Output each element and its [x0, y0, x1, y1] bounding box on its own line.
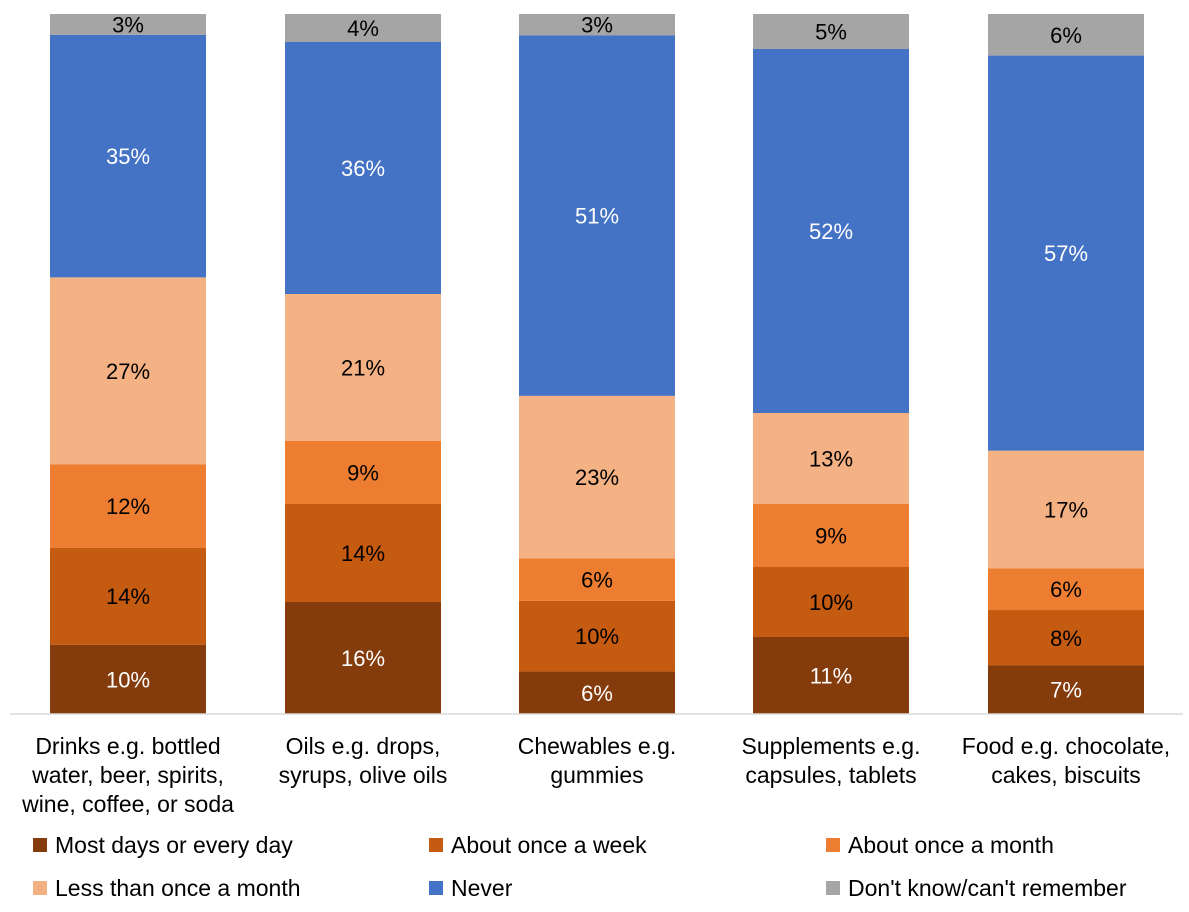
bar-stack-0: 10% 14% 12% 27% 35% 3% [50, 12, 206, 714]
bar-segment [519, 14, 675, 36]
category-labels: Drinks e.g. bottled water, beer, spirits,… [21, 733, 1170, 817]
data-label: 6% [581, 568, 613, 593]
data-label: 11% [810, 664, 852, 689]
bar-segment [285, 441, 441, 504]
category-label: Chewables e.g. gummies [518, 733, 677, 788]
data-label: 17% [1044, 498, 1088, 523]
legend-item: Less than once a month [33, 875, 301, 901]
data-label: 6% [1050, 23, 1082, 48]
bar-segment [753, 567, 909, 637]
data-label: 6% [581, 681, 613, 706]
legend-label: About once a month [848, 832, 1054, 858]
bar-segment [50, 14, 206, 35]
bar-stack-2: 6% 10% 6% 23% 51% 3% [519, 13, 675, 714]
data-label: 52% [809, 219, 853, 244]
legend: Most days or every day About once a week A… [33, 832, 1127, 901]
data-label: 5% [815, 20, 847, 45]
bar-segment [519, 671, 675, 714]
category-label: Oils e.g. drops, syrups, olive oils [279, 733, 448, 788]
legend-swatch [429, 881, 443, 895]
bar-segment [988, 610, 1144, 666]
data-label: 3% [581, 13, 613, 38]
legend-label: Never [451, 875, 513, 901]
bar-segment [50, 277, 206, 465]
bar-segment [50, 644, 206, 714]
legend-swatch [429, 838, 443, 852]
category-label: Supplements e.g. capsules, tablets [741, 733, 920, 788]
data-label: 3% [112, 12, 144, 37]
legend-item: About once a week [429, 832, 647, 858]
data-label: 9% [347, 461, 379, 486]
category-label: Food e.g. chocolate, cakes, biscuits [962, 733, 1170, 788]
bar-stack-3: 11% 10% 9% 13% 52% 5% [753, 14, 909, 714]
legend-item: Most days or every day [33, 832, 293, 858]
bar-segment [753, 637, 909, 714]
bar-segment [50, 34, 206, 278]
bar-segment [285, 504, 441, 602]
data-label: 35% [106, 144, 150, 169]
bar-segment [988, 55, 1144, 451]
data-label: 36% [341, 156, 385, 181]
bar-segment [519, 558, 675, 601]
data-label: 9% [815, 524, 847, 549]
data-label: 14% [341, 541, 385, 566]
data-label: 8% [1050, 626, 1082, 651]
legend-label: About once a week [451, 832, 647, 858]
legend-swatch [826, 838, 840, 852]
legend-label: Don't know/can't remember [848, 875, 1127, 901]
legend-label: Less than once a month [55, 875, 301, 901]
legend-swatch [826, 881, 840, 895]
category-label: Drinks e.g. bottled water, beer, spirits,… [21, 733, 234, 817]
bar-segment [285, 42, 441, 294]
data-label: 51% [575, 204, 619, 229]
legend-item: Don't know/can't remember [826, 875, 1127, 901]
bar-segment [753, 49, 909, 413]
legend-swatch [33, 881, 47, 895]
data-label: 14% [106, 584, 150, 609]
bar-segment [285, 14, 441, 42]
bar-segment [988, 665, 1144, 714]
bar-stack-1: 16% 14% 9% 21% 36% 4% [285, 14, 441, 714]
bar-segment [285, 294, 441, 441]
data-label: 16% [341, 646, 385, 671]
data-label: 12% [106, 494, 150, 519]
bar-segment [50, 547, 206, 645]
bar-segment [753, 14, 909, 49]
bar-segment [519, 35, 675, 396]
bar-segment [988, 568, 1144, 611]
bar-segment [519, 600, 675, 672]
bar-segment [519, 395, 675, 559]
bars-layer: 10%14%12%27%35%3%16%14%9%21%36%4%6%10%6%… [50, 12, 1144, 714]
data-label: 4% [347, 16, 379, 41]
data-label: 10% [809, 590, 853, 615]
legend-label: Most days or every day [55, 832, 293, 858]
bar-segment [50, 464, 206, 548]
data-label: 6% [1050, 577, 1082, 602]
data-label: 23% [575, 465, 619, 490]
bar-segment [988, 14, 1144, 56]
data-label: 10% [575, 624, 619, 649]
data-label: 7% [1050, 678, 1082, 703]
legend-swatch [33, 838, 47, 852]
legend-item: About once a month [826, 832, 1054, 858]
data-label: 27% [106, 359, 150, 384]
data-label: 57% [1044, 241, 1088, 266]
data-label: 13% [809, 447, 853, 472]
data-label: 21% [341, 356, 385, 381]
data-label: 10% [106, 667, 150, 692]
bar-segment [988, 450, 1144, 569]
bar-segment [285, 602, 441, 714]
legend-item: Never [429, 875, 513, 901]
bar-segment [753, 413, 909, 504]
bar-segment [753, 504, 909, 567]
bar-stack-4: 7% 8% 6% 17% 57% 6% [988, 14, 1144, 714]
